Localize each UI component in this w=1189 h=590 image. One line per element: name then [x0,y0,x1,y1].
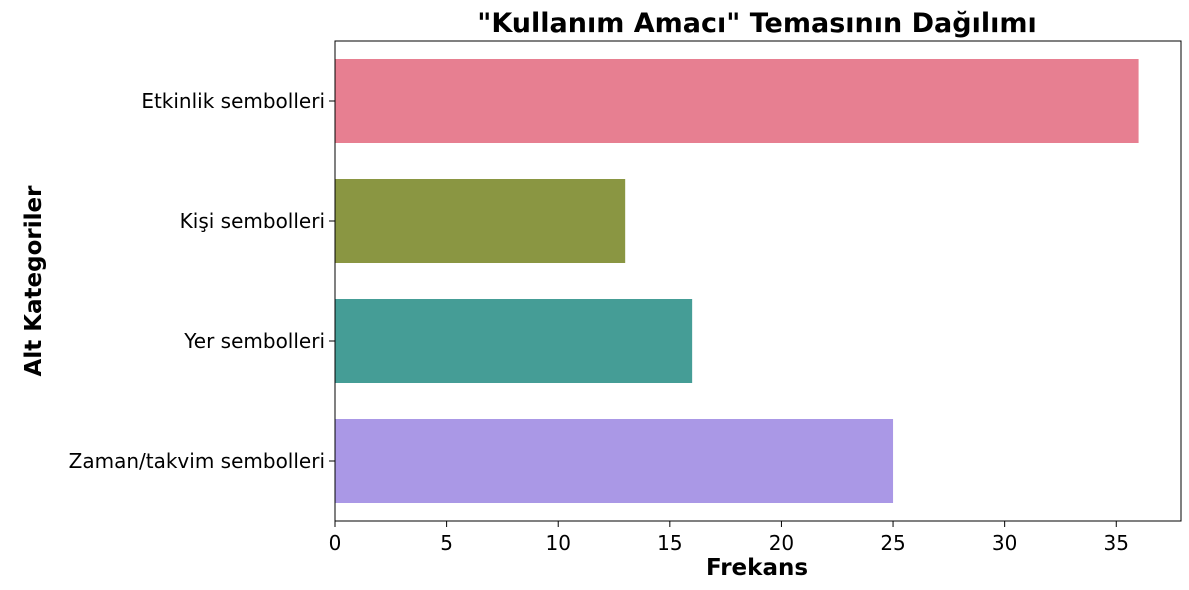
bars-layer [335,59,1139,503]
x-tick-label: 20 [769,531,794,555]
x-tick-label: 25 [880,531,905,555]
y-tick-label: Kişi sembolleri [180,209,325,233]
plot-area-frame [334,40,1182,522]
bar-1 [335,59,1139,143]
bar-3 [335,299,693,383]
x-axis-label: Frekans [706,555,808,581]
x-tick-label: 35 [1104,531,1129,555]
y-axis-label: Alt Kategoriler [21,185,47,377]
y-tick-label: Etkinlik sembolleri [141,89,325,113]
y-axis-ticks: Etkinlik sembolleri Kişi sembolleri Yer se… [69,89,335,473]
x-tick-label: 0 [329,531,342,555]
chart-title: "Kullanım Amacı" Temasının Dağılımı [477,8,1037,39]
y-tick-label: Zaman/takvim sembolleri [69,449,325,473]
x-tick-label: 15 [657,531,682,555]
x-tick-label: 30 [992,531,1017,555]
x-tick-label: 5 [440,531,453,555]
x-axis-ticks: 0 5 10 15 20 25 30 35 [329,521,1129,555]
bar-4 [335,419,894,503]
x-tick-label: 10 [545,531,570,555]
bar-2 [335,179,626,263]
y-tick-label: Yer sembolleri [183,329,325,353]
